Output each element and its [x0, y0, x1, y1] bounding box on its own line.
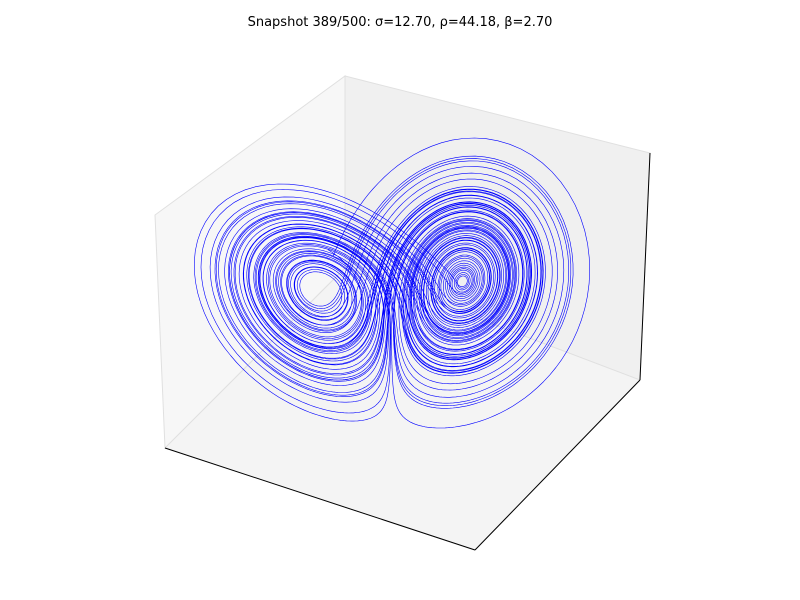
- axes-panes: [154, 75, 651, 551]
- trajectory-line: [194, 137, 590, 429]
- axis-lines: [164, 152, 651, 551]
- trajectory-group: [194, 137, 590, 429]
- x-axis-line: [164, 447, 476, 551]
- chart-title: Snapshot 389/500: σ=12.70, ρ=44.18, β=2.…: [248, 15, 553, 30]
- y-axis-line: [474, 379, 641, 551]
- z-axis-line: [639, 152, 651, 381]
